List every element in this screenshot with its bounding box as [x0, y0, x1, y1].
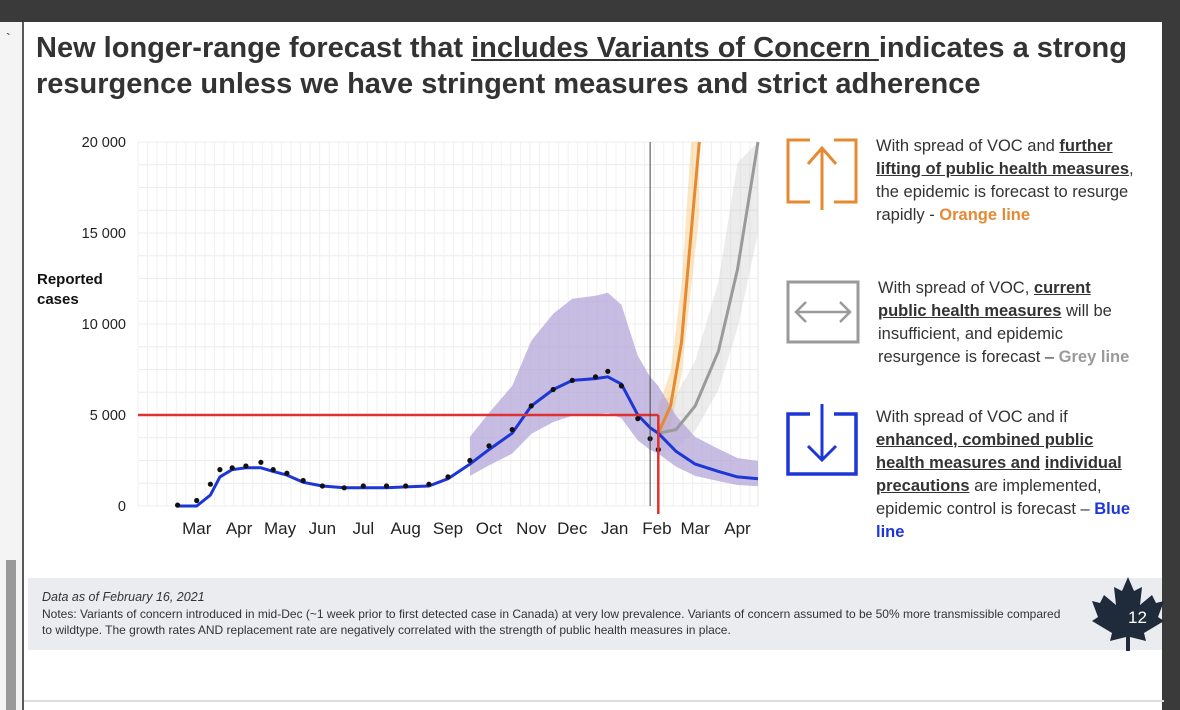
reported-case-point — [403, 483, 409, 489]
orange-text-1: With spread of VOC and — [876, 137, 1060, 155]
orange-uncertainty-band — [658, 142, 700, 448]
x-tick-label: Nov — [516, 519, 547, 538]
forecast-lines — [177, 141, 760, 508]
page-number: 12 — [1128, 608, 1147, 627]
reported-case-point — [486, 443, 492, 449]
maple-leaf-icon — [1092, 577, 1164, 651]
grey-uncertainty-band — [658, 142, 758, 452]
grey-line-tag: Grey line — [1058, 348, 1130, 366]
reported-case-point — [550, 386, 556, 393]
reported-case-point — [528, 403, 534, 409]
blue-uncertainty-band — [469, 292, 758, 487]
blue-line-tag: Blue line — [876, 500, 1131, 541]
reported-case-point — [360, 483, 366, 489]
orange-line-tag: Orange line — [939, 206, 1031, 224]
x-tick-label: Mar — [182, 519, 212, 538]
x-tick-labels: Mar Apr May Jun Jul Aug Sep Oct Nov Dec Jan Feb Mar A… — [182, 519, 751, 538]
reported-case-point — [175, 502, 181, 508]
reported-case-point — [509, 427, 515, 433]
arrow-up-icon — [786, 138, 858, 210]
scrollbar-thumb[interactable] — [6, 560, 16, 710]
grey-text-2: will be insufficient, and epidemic resur… — [878, 302, 1112, 366]
slide-bottom-edge — [24, 700, 1164, 702]
reported-case-point — [383, 483, 390, 489]
forecast-chart: 0 5 000 10 000 15 000 20 000 Mar Apr May Jun Jul… — [82, 135, 760, 538]
arrow-left-right-icon — [786, 280, 860, 344]
reported-case-point — [284, 470, 290, 476]
y-tick-label: 15 000 — [82, 226, 126, 242]
reported-case-point — [426, 481, 432, 487]
x-tick-label: Aug — [391, 519, 421, 538]
blue-forecast-line — [177, 375, 759, 508]
slide-left-edge — [22, 22, 24, 710]
reported-case-point — [258, 459, 264, 465]
y-tick-label: 20 000 — [82, 135, 126, 151]
x-tick-label: Jun — [309, 519, 336, 538]
reported-case-point — [445, 474, 451, 480]
title-part-1: New longer-range forecast that — [36, 32, 472, 64]
reported-case-point — [319, 483, 325, 489]
window-top-bar — [0, 0, 1180, 22]
title-part-2: indicates a strong resurgence unless we … — [36, 32, 1127, 100]
reference-lines — [138, 142, 660, 514]
orange-scenario-text: With spread of VOC and further lifting o… — [876, 135, 1146, 227]
footer-date: Data as of February 16, 2021 — [42, 590, 205, 604]
orange-forecast-line — [656, 141, 701, 434]
reported-case-point — [194, 497, 200, 504]
y-tick-labels: 0 5 000 10 000 15 000 20 000 — [82, 135, 126, 515]
reported-case-point — [207, 481, 213, 487]
grey-scenario-text: With spread of VOC, current public healt… — [878, 277, 1138, 369]
reported-case-point — [300, 477, 306, 484]
footer-notes-box: Data as of February 16, 2021 Notes: Vari… — [28, 578, 1162, 650]
y-axis-label: Reported cases — [37, 271, 103, 308]
x-tick-label: Jul — [352, 519, 374, 538]
reported-case-point — [618, 383, 625, 389]
reported-case-point — [341, 485, 347, 491]
reported-case-point — [592, 374, 599, 380]
reported-case-point — [635, 416, 641, 422]
arrow-down-icon — [786, 404, 858, 476]
grey-text-1: With spread of VOC, — [878, 279, 1034, 297]
reported-case-point — [229, 465, 235, 471]
reported-case-point — [243, 463, 249, 469]
orange-text-2: , the epidemic is forecast to resurge ra… — [876, 160, 1134, 224]
blue-scenario-text: With spread of VOC and if enhanced, comb… — [876, 406, 1146, 544]
x-tick-label: Apr — [226, 519, 253, 538]
reported-case-point — [605, 368, 611, 374]
left-scroll-strip — [0, 22, 22, 710]
x-tick-label: Feb — [642, 519, 671, 538]
x-tick-label: Apr — [724, 519, 751, 538]
x-tick-label: Jan — [601, 519, 628, 538]
grey-text-bold: current public health measures — [878, 279, 1091, 320]
x-tick-label: May — [264, 519, 297, 538]
blue-text-1: With spread of VOC and if — [876, 408, 1068, 426]
blue-text-bold-1: enhanced, combined public health measure… — [876, 431, 1094, 472]
title-underlined: includes Variants of Concern — [471, 32, 879, 64]
x-tick-label: Oct — [476, 519, 503, 538]
x-tick-label: Sep — [433, 519, 463, 538]
reported-case-point — [467, 457, 473, 464]
reported-case-point — [217, 467, 223, 473]
slide-title: New longer-range forecast that includes … — [36, 30, 1156, 102]
blue-text-bold-2: individual precautions — [876, 454, 1122, 495]
y-tick-label: 0 — [118, 499, 126, 515]
left-edge-mark: ` — [6, 30, 11, 46]
footer-notes: Notes: Variants of concern introduced in… — [42, 607, 1061, 637]
reported-case-point — [270, 467, 276, 473]
x-tick-label: Mar — [681, 519, 711, 538]
x-tick-label: Dec — [557, 519, 588, 538]
window-right-bar — [1162, 22, 1180, 710]
y-tick-label: 5 000 — [90, 408, 126, 424]
y-tick-label: 10 000 — [82, 317, 126, 333]
blue-text-2: are implemented, epidemic control is for… — [876, 477, 1102, 518]
orange-text-bold: further lifting of public health measure… — [876, 137, 1130, 178]
reported-case-point — [569, 377, 575, 383]
grey-forecast-line — [658, 141, 760, 435]
reported-cases-points — [175, 368, 661, 508]
forecast-bands — [469, 142, 758, 487]
